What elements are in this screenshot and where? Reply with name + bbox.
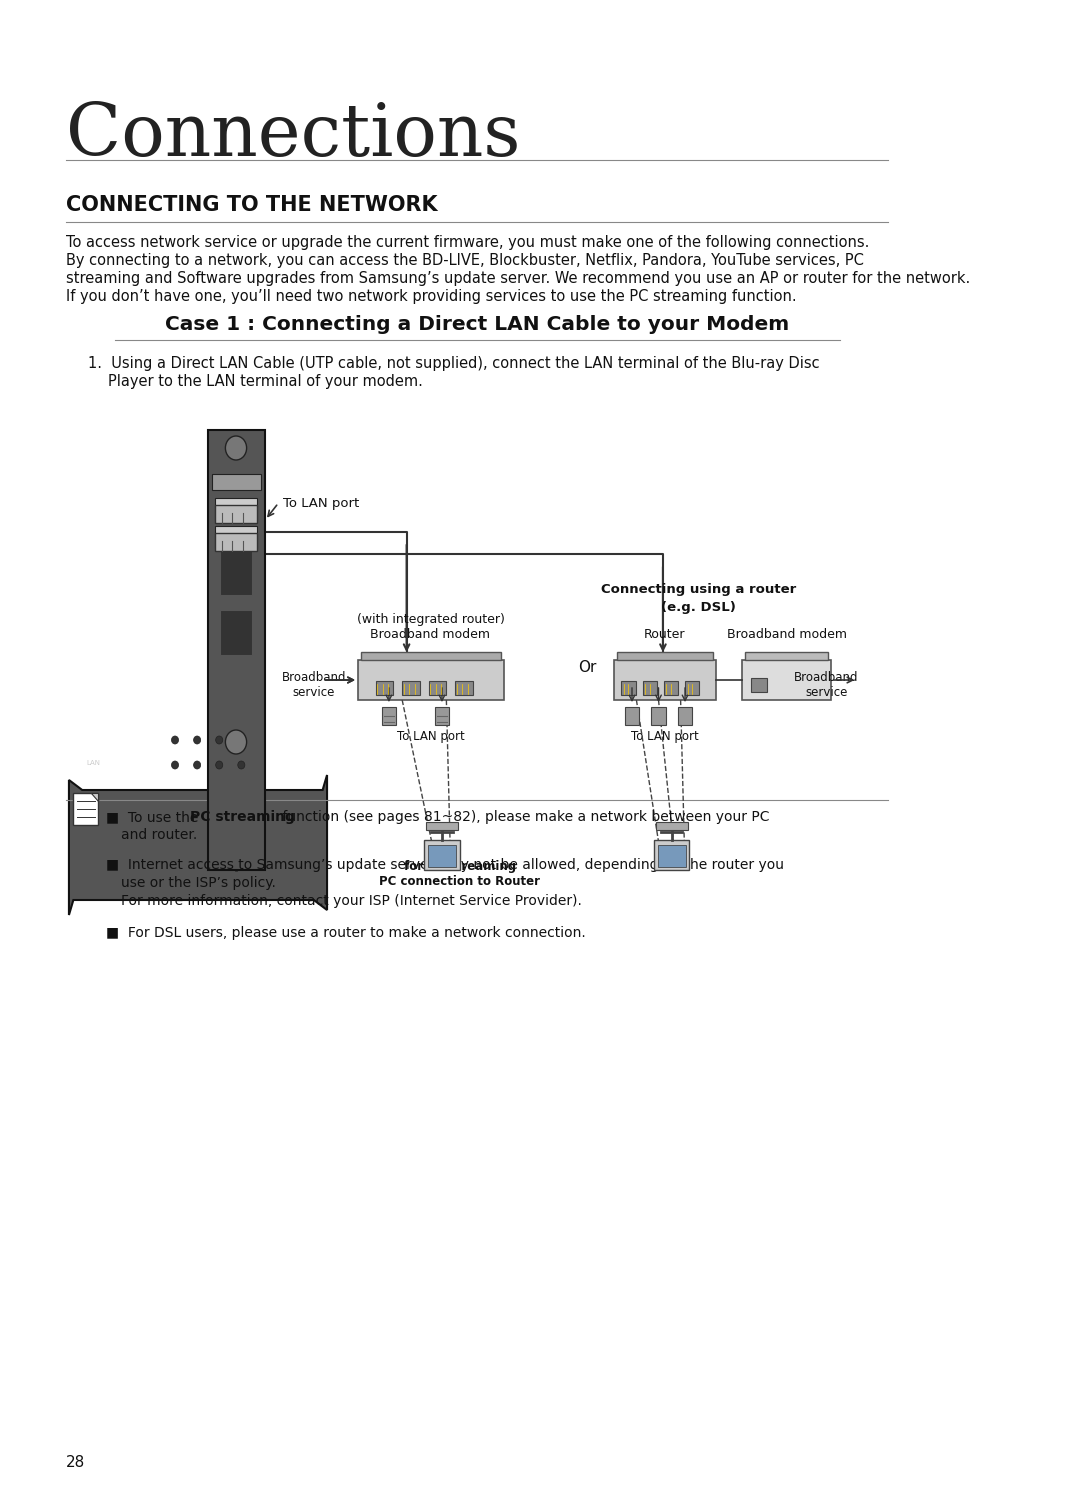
Text: To LAN port: To LAN port [631,731,699,742]
Bar [651,707,665,725]
Text: Player to the LAN terminal of your modem.: Player to the LAN terminal of your modem… [108,374,422,389]
Circle shape [193,737,201,744]
Text: Broadband modem: Broadband modem [727,628,847,642]
Bar [621,682,635,695]
Text: PC connection to Router: PC connection to Router [379,875,540,888]
Bar [215,526,257,548]
Text: streaming and Software upgrades from Samsung’s update server. We recommend you u: streaming and Software upgrades from Sam… [66,270,971,287]
Text: (e.g. DSL): (e.g. DSL) [661,601,735,615]
Bar [615,659,716,699]
Bar [625,707,639,725]
Text: To access network service or upgrade the current firmware, you must make one of : To access network service or upgrade the… [66,235,869,249]
Bar [745,652,828,659]
Text: for PC streaming: for PC streaming [404,860,515,873]
Circle shape [216,737,222,744]
Polygon shape [69,775,327,915]
Bar [220,610,252,655]
Text: Router: Router [644,628,686,642]
Circle shape [238,760,245,769]
Text: ■  To use the: ■ To use the [106,809,203,824]
Text: To LAN port: To LAN port [283,496,360,509]
Text: function (see pages 81~82), please make a network between your PC: function (see pages 81~82), please make … [279,809,770,824]
Text: If you don’t have one, you’ll need two network providing services to use the PC : If you don’t have one, you’ll need two n… [66,290,797,304]
Text: Broadband modem: Broadband modem [370,628,490,642]
Bar [742,659,831,699]
Circle shape [226,731,246,754]
Text: 1.  Using a Direct LAN Cable (UTP cable, not supplied), connect the LAN terminal: 1. Using a Direct LAN Cable (UTP cable, … [89,356,820,371]
Bar [428,845,456,867]
Text: Or: Or [579,661,597,676]
Text: and router.: and router. [121,829,198,842]
Text: By connecting to a network, you can access the BD-LIVE, Blockbuster, Netflix, Pa: By connecting to a network, you can acce… [66,252,864,267]
Circle shape [172,737,178,744]
Bar [429,682,446,695]
Bar [752,679,767,692]
Bar [357,659,504,699]
Bar [435,707,449,725]
Polygon shape [207,431,266,870]
Bar [455,682,473,695]
Bar [215,497,257,520]
Circle shape [172,760,178,769]
Text: Case 1 : Connecting a Direct LAN Cable to your Modem: Case 1 : Connecting a Direct LAN Cable t… [165,315,789,334]
Bar [220,549,252,595]
Bar [643,682,657,695]
Bar [376,682,393,695]
Text: use or the ISP’s policy.: use or the ISP’s policy. [121,876,276,890]
Text: ■  Internet access to Samsung’s update server may not be allowed, depending on t: ■ Internet access to Samsung’s update se… [106,858,784,872]
Bar [73,793,98,826]
Bar [424,841,460,870]
Bar [361,652,501,659]
Text: Connections: Connections [66,99,521,171]
Text: For more information, contact your ISP (Internet Service Provider).: For more information, contact your ISP (… [121,894,582,907]
Text: Broadband
service: Broadband service [282,671,346,699]
Bar [617,652,713,659]
Bar [426,823,458,830]
Text: 28: 28 [66,1455,85,1470]
Text: ■  For DSL users, please use a router to make a network connection.: ■ For DSL users, please use a router to … [106,927,585,940]
Bar [685,682,699,695]
Text: LAN: LAN [86,760,100,766]
Bar [654,841,689,870]
Bar [215,533,257,551]
Circle shape [238,737,245,744]
Text: CONNECTING TO THE NETWORK: CONNECTING TO THE NETWORK [66,195,437,215]
Bar [382,707,396,725]
Circle shape [226,437,246,460]
Bar [678,707,692,725]
Bar [658,845,686,867]
Text: PC streaming: PC streaming [190,809,295,824]
Circle shape [216,760,222,769]
Bar [656,823,688,830]
Circle shape [193,760,201,769]
Bar [215,505,257,523]
Text: (with integrated router): (with integrated router) [356,613,504,627]
Bar [212,474,260,490]
Text: Broadband
service: Broadband service [794,671,859,699]
Text: Connecting using a router: Connecting using a router [600,584,796,597]
Polygon shape [91,793,98,800]
Bar [664,682,678,695]
Text: To LAN port: To LAN port [396,731,464,742]
Bar [402,682,420,695]
